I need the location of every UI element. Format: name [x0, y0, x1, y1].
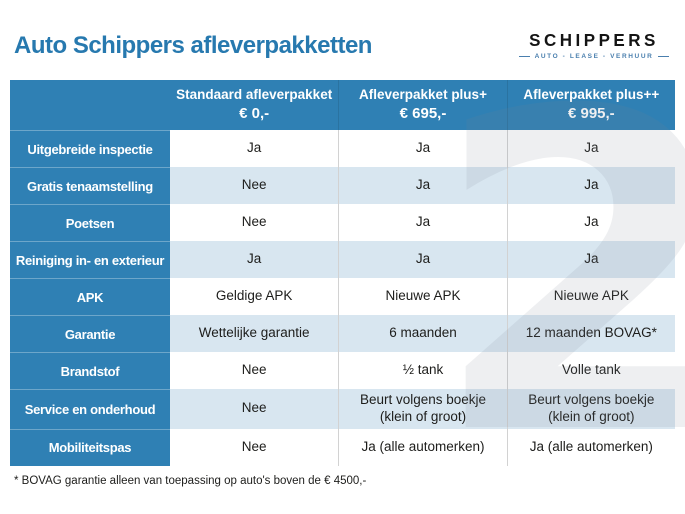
- tagline-rule-right: [658, 55, 669, 57]
- table-cell: Wettelijke garantie: [170, 315, 339, 352]
- logo-tagline: AUTO - LEASE - VERHUUR: [519, 53, 669, 60]
- table-cell: Nee: [170, 167, 339, 204]
- table-cell: Ja: [338, 167, 507, 204]
- package-price: € 995,-: [567, 105, 615, 123]
- table-cell: Nee: [170, 352, 339, 389]
- table-cell: Beurt volgens boekje (klein of groot): [506, 389, 675, 429]
- table-cell: Nee: [170, 428, 339, 466]
- table-cell: Ja: [338, 130, 507, 167]
- page-header: Auto Schippers afleverpakketten SCHIPPER…: [0, 0, 685, 80]
- table-cell: Ja: [506, 204, 675, 241]
- table-cell: Volle tank: [506, 352, 675, 389]
- logo-wordmark: SCHIPPERS: [529, 30, 659, 51]
- table-cell: Ja (alle automerken): [506, 428, 675, 466]
- package-price: € 695,-: [399, 105, 447, 123]
- row-label-garantie: Garantie: [10, 315, 170, 352]
- table-cell: Nieuwe APK: [338, 278, 507, 315]
- bovag-footnote: * BOVAG garantie alleen van toepassing o…: [14, 474, 367, 487]
- row-label-service-onderhoud: Service en onderhoud: [10, 389, 170, 429]
- package-price: € 0,-: [239, 105, 270, 123]
- row-label-reiniging: Reiniging in- en exterieur: [10, 241, 170, 278]
- header-package-plus: Afleverpakket plus+ € 695,-: [338, 80, 507, 130]
- table-cell: ½ tank: [338, 352, 507, 389]
- table-cell: Ja: [506, 130, 675, 167]
- table-cell: Ja (alle automerken): [338, 428, 507, 466]
- table-cell: Ja: [506, 167, 675, 204]
- row-label-poetsen: Poetsen: [10, 204, 170, 241]
- table-cell: Ja: [170, 130, 339, 167]
- table-cell: 12 maanden BOVAG*: [506, 315, 675, 352]
- table-cell: Geldige APK: [170, 278, 339, 315]
- table-cell: Nieuwe APK: [506, 278, 675, 315]
- logo-tagline-text: AUTO - LEASE - VERHUUR: [534, 52, 654, 60]
- header-corner-cell: [10, 80, 170, 130]
- table-cell: Ja: [170, 241, 339, 278]
- table-cell: Nee: [170, 204, 339, 241]
- row-label-gratis-tenaamstelling: Gratis tenaamstelling: [10, 167, 170, 204]
- table-cell: Ja: [338, 204, 507, 241]
- row-label-mobiliteitspas: Mobiliteitspas: [10, 428, 170, 466]
- schippers-logo: SCHIPPERS AUTO - LEASE - VERHUUR: [519, 30, 669, 60]
- package-name: Afleverpakket plus++: [523, 87, 660, 103]
- tagline-rule-left: [519, 55, 530, 57]
- table-cell: Nee: [170, 389, 339, 429]
- package-name: Afleverpakket plus+: [359, 87, 487, 103]
- table-cell: Beurt volgens boekje (klein of groot): [338, 389, 507, 429]
- page-title: Auto Schippers afleverpakketten: [14, 32, 372, 59]
- header-package-standaard: Standaard afleverpakket € 0,-: [170, 80, 339, 130]
- row-label-brandstof: Brandstof: [10, 352, 170, 389]
- table-cell: Ja: [338, 241, 507, 278]
- table-cell: 6 maanden: [338, 315, 507, 352]
- table-cell: Ja: [506, 241, 675, 278]
- row-label-apk: APK: [10, 278, 170, 315]
- row-label-uitgebreide-inspectie: Uitgebreide inspectie: [10, 130, 170, 167]
- header-package-plusplus: Afleverpakket plus++ € 995,-: [506, 80, 675, 130]
- comparison-table: Standaard afleverpakket € 0,- Afleverpak…: [10, 80, 675, 466]
- package-name: Standaard afleverpakket: [176, 87, 333, 103]
